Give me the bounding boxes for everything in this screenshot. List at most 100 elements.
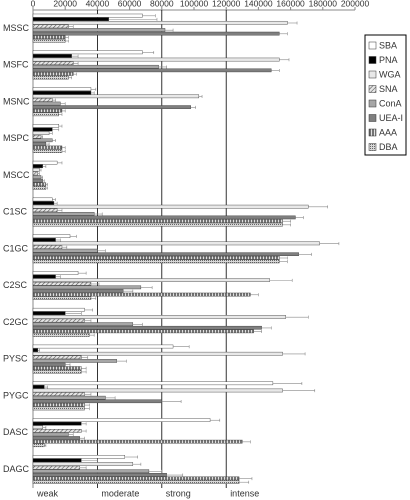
bar: [32, 248, 98, 253]
bar: [32, 325, 262, 330]
bar: [32, 256, 280, 260]
bar: [32, 355, 82, 360]
y-tick-label: C1GC: [3, 243, 29, 253]
bar: [32, 469, 150, 474]
bar: [32, 182, 47, 187]
legend-label: ConA: [379, 98, 402, 108]
bar: [32, 90, 92, 95]
bar: [32, 278, 270, 282]
bar: [32, 425, 43, 430]
bar: [32, 406, 85, 411]
bar: [32, 24, 69, 29]
bar: [32, 208, 58, 213]
x-tick-label: 160000: [276, 0, 305, 8]
legend-swatch: [368, 70, 377, 79]
bar: [32, 432, 69, 437]
bar: [32, 54, 72, 58]
bar: [32, 215, 296, 220]
y-tick-label: C1SC: [3, 207, 28, 217]
bar: [32, 186, 47, 190]
bar: [32, 17, 109, 21]
y-tick-label: MSCC: [3, 170, 30, 180]
bar: [32, 359, 117, 363]
y-tick-label: MSSC: [3, 23, 30, 33]
bar: [32, 171, 39, 176]
bar: [32, 465, 80, 470]
bar: [32, 455, 125, 459]
legend-swatch: [368, 114, 377, 122]
x-tick-label: 20000: [53, 0, 77, 8]
bar: [32, 98, 53, 102]
bar: [32, 50, 143, 55]
bar: [32, 87, 92, 91]
bar: [32, 142, 47, 146]
bar: [32, 315, 286, 319]
x-tick-label: 120000: [212, 0, 241, 8]
y-tick-label: MSPC: [3, 133, 30, 143]
bar: [32, 13, 143, 18]
bar: [32, 68, 272, 73]
legend-label: AAA: [379, 127, 397, 137]
legend-label: DBA: [379, 142, 398, 152]
x-tick-label: 100000: [180, 0, 209, 8]
bar: [32, 429, 82, 433]
bar: [32, 31, 280, 36]
bar: [32, 252, 299, 257]
bar: [32, 72, 74, 76]
bar: [32, 237, 56, 242]
legend-swatch: [368, 41, 377, 50]
bar: [32, 439, 243, 444]
bar: [32, 329, 254, 334]
bar: [32, 289, 124, 293]
x-tick-label: 0: [31, 0, 36, 8]
bar: [32, 112, 59, 117]
bar: [32, 234, 71, 239]
bar: [32, 160, 58, 165]
bar: [32, 421, 82, 426]
annotation: intense: [230, 488, 259, 498]
bar: [32, 204, 309, 209]
bar: [32, 322, 134, 326]
bar: [32, 108, 63, 113]
bar: [32, 138, 53, 143]
y-tick-label: MSNC: [3, 96, 30, 106]
bar: [32, 403, 85, 407]
bar: [32, 296, 92, 300]
bar: [32, 245, 63, 249]
bar: [32, 131, 50, 135]
bar: [32, 418, 211, 422]
x-tick-label: 200000: [341, 0, 370, 8]
bar: [32, 127, 53, 132]
bar: [32, 381, 274, 386]
legend-swatch: [368, 99, 377, 108]
y-tick-label: PYSC: [3, 354, 28, 364]
bar: [32, 149, 63, 153]
bar: [32, 145, 63, 150]
bar: [32, 201, 55, 205]
bar: [32, 333, 90, 337]
bar: [32, 344, 174, 349]
bar: [32, 473, 167, 477]
annotation: strong: [166, 488, 191, 498]
bar: [32, 105, 191, 109]
bar: [32, 222, 283, 227]
bar: [32, 94, 200, 99]
y-tick-label: DAGC: [3, 464, 30, 474]
bar: [32, 271, 79, 275]
bar: [32, 399, 163, 404]
bar: [32, 178, 43, 183]
bar: [32, 241, 320, 246]
bar: [32, 395, 106, 400]
annotation: moderate: [101, 488, 139, 498]
bar: [32, 366, 82, 370]
bar: [32, 476, 240, 481]
x-tick-label: 80000: [150, 0, 174, 8]
x-tick-label: 180000: [309, 0, 338, 8]
y-tick-label: C2SC: [3, 280, 28, 290]
bar: [32, 369, 82, 374]
legend-swatch: [368, 85, 377, 93]
bar: [32, 75, 69, 80]
bar: [32, 292, 251, 297]
x-tick-label: 140000: [244, 0, 273, 8]
